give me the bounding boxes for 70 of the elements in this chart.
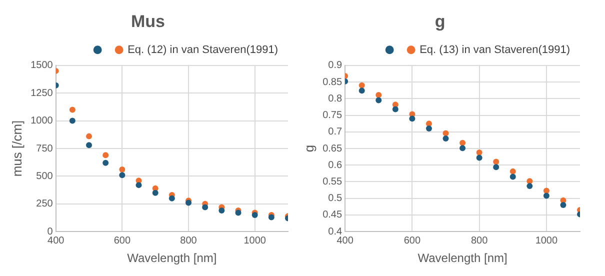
point <box>510 174 516 180</box>
y-tick-label: 0.55 <box>322 176 342 188</box>
x-tick-label: 1000 <box>244 235 266 246</box>
y-tick-label: 0.75 <box>322 110 342 122</box>
point <box>168 195 175 202</box>
point <box>392 106 398 112</box>
point <box>119 172 126 178</box>
y-tick-label: 1250 <box>30 88 54 99</box>
point <box>526 183 533 190</box>
chart-title: g <box>434 12 446 31</box>
point <box>152 190 158 196</box>
point <box>218 208 225 214</box>
point <box>376 92 382 98</box>
x-tick-label: 800 <box>180 235 198 246</box>
point <box>442 130 449 136</box>
point <box>86 142 92 148</box>
point <box>69 106 76 113</box>
point <box>409 116 416 122</box>
y-tick-label: 0.4 <box>328 226 342 238</box>
x-tick-label: 600 <box>114 235 131 246</box>
y-tick-label: 0.5 <box>328 193 342 204</box>
point <box>510 168 516 174</box>
x-axis-title: Wavelength [nm] <box>418 251 508 266</box>
y-tick-label: 0.7 <box>328 126 342 138</box>
point <box>442 136 449 142</box>
chart-title: Mus <box>131 12 165 31</box>
y-tick-label: 0.65 <box>322 143 342 154</box>
y-tick-label: 0.8 <box>328 93 342 104</box>
x-tick-label: 400 <box>336 235 354 246</box>
point <box>476 154 482 161</box>
point <box>376 97 382 104</box>
x-tick-label: 400 <box>48 235 65 246</box>
point <box>268 214 274 220</box>
y-tick-label: 500 <box>36 170 54 182</box>
y-tick-label: 1000 <box>30 116 54 127</box>
point <box>136 182 142 188</box>
point <box>69 118 76 124</box>
point <box>202 204 208 210</box>
x-tick-label: 600 <box>404 235 421 246</box>
y-tick-label: 1500 <box>30 60 54 72</box>
point <box>543 188 550 194</box>
point <box>543 192 550 199</box>
point <box>102 152 109 158</box>
x-tick-label: 800 <box>470 235 488 246</box>
point <box>493 164 500 170</box>
point <box>102 160 109 166</box>
point <box>560 202 566 208</box>
y-tick-label: 750 <box>36 143 54 154</box>
point <box>526 178 533 184</box>
point <box>460 140 466 146</box>
point <box>493 158 500 165</box>
y-tick-label: 0.6 <box>328 160 342 171</box>
y-tick-label: 0.9 <box>328 60 342 72</box>
y-axis-title: g <box>301 144 316 152</box>
point <box>476 149 482 156</box>
point <box>86 133 92 140</box>
y-tick-label: 0 <box>47 226 54 238</box>
legend-label: Eq. (13) in van Staveren(1991) <box>420 44 570 56</box>
y-tick-label: 0.45 <box>322 210 342 221</box>
point <box>358 82 365 88</box>
x-axis-title: Wavelength [nm] <box>127 251 217 266</box>
x-tick-label: 1000 <box>535 235 558 246</box>
y-tick-label: 250 <box>36 198 54 210</box>
point <box>426 126 432 132</box>
y-axis-title: mus [/cm] <box>9 120 24 177</box>
legend-label: Eq. (12) in van Staveren(1991) <box>128 44 278 56</box>
y-tick-label: 0.85 <box>322 76 342 88</box>
point <box>460 145 466 152</box>
point <box>119 166 126 173</box>
point <box>358 88 365 94</box>
